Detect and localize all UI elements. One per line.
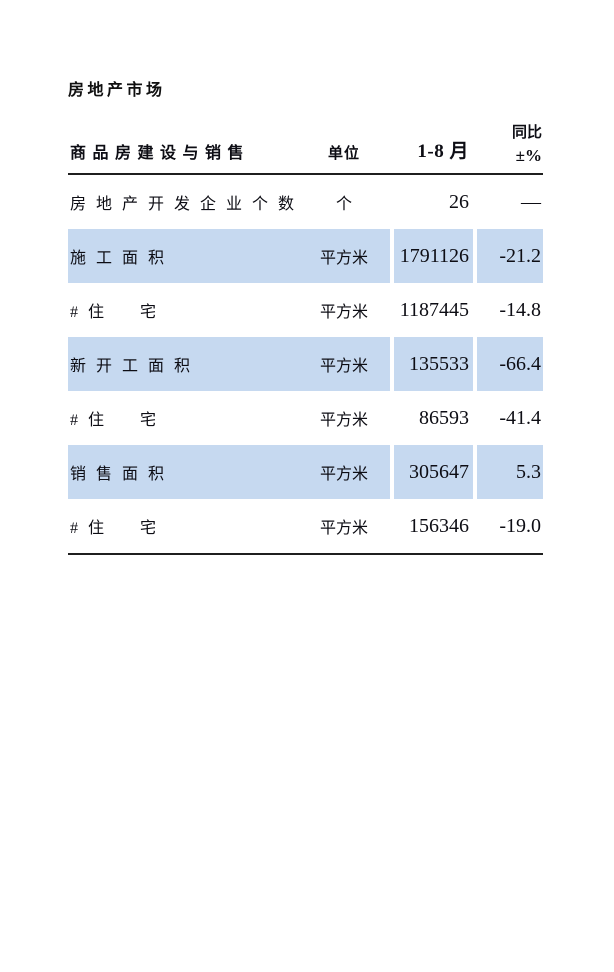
row-yoy: -41.4	[499, 406, 541, 429]
table-row: 房地产开发企业个数 个 26 —	[68, 175, 543, 229]
row-unit: 平方米	[319, 520, 368, 537]
row-value: 305647	[394, 445, 473, 499]
column-gap	[390, 229, 394, 283]
row-label: #住 宅	[70, 304, 167, 321]
column-gap	[390, 391, 394, 445]
column-gap	[390, 337, 394, 391]
column-gap	[473, 445, 477, 499]
column-gap	[473, 337, 477, 391]
column-gap	[473, 283, 477, 337]
column-gap	[473, 229, 477, 283]
row-yoy: 5.3	[477, 445, 543, 499]
column-gap	[473, 175, 477, 229]
header-yoy-line2: ±%	[515, 146, 542, 166]
column-gap	[390, 445, 394, 499]
table-row: #住 宅 平方米 1187445 -14.8	[68, 283, 543, 337]
row-yoy: -14.8	[499, 298, 541, 321]
header-yoy-line1: 同比	[511, 124, 542, 141]
row-label: #住 宅	[70, 520, 167, 537]
header-yoy: 同比 ±%	[477, 123, 543, 173]
row-yoy: -19.0	[499, 514, 541, 537]
section-title: 房地产市场	[68, 82, 166, 99]
header-period: 1-8 月	[417, 141, 469, 162]
row-label: 新开工面积	[68, 337, 298, 391]
table-row: #住 宅 平方米 156346 -19.0	[68, 499, 543, 553]
row-unit: 平方米	[298, 445, 390, 499]
row-value: 135533	[394, 337, 473, 391]
row-value: 1791126	[394, 229, 473, 283]
housing-stats-table: 商品房建设与销售 单位 1-8 月 同比 ±% 房地产开发企业个数 个 26 —…	[68, 115, 543, 555]
row-unit: 个	[335, 196, 352, 213]
column-gap	[473, 499, 477, 553]
row-value: 156346	[409, 514, 469, 537]
column-gap	[473, 391, 477, 445]
row-unit: 平方米	[298, 337, 390, 391]
table-row: 销售面积 平方米 305647 5.3	[68, 445, 543, 499]
row-yoy: —	[521, 190, 541, 213]
row-unit: 平方米	[319, 412, 368, 429]
row-yoy: -66.4	[477, 337, 543, 391]
row-label: 销售面积	[68, 445, 298, 499]
table-row: 新开工面积 平方米 135533 -66.4	[68, 337, 543, 391]
table-row: 施工面积 平方米 1791126 -21.2	[68, 229, 543, 283]
row-value: 26	[449, 190, 469, 213]
column-gap	[390, 283, 394, 337]
row-unit: 平方米	[298, 229, 390, 283]
column-gap	[390, 499, 394, 553]
row-value: 86593	[419, 406, 469, 429]
table-header-row: 商品房建设与销售 单位 1-8 月 同比 ±%	[68, 115, 543, 175]
table-row: #住 宅 平方米 86593 -41.4	[68, 391, 543, 445]
table-body: 房地产开发企业个数 个 26 — 施工面积 平方米 1791126 -21.2 …	[68, 175, 543, 555]
header-category: 商品房建设与销售	[70, 145, 251, 162]
row-label: #住 宅	[70, 412, 167, 429]
column-gap	[390, 115, 394, 173]
column-gap	[390, 175, 394, 229]
row-label: 房地产开发企业个数	[70, 196, 305, 213]
row-yoy: -21.2	[477, 229, 543, 283]
row-value: 1187445	[399, 298, 469, 321]
header-unit: 单位	[327, 146, 360, 162]
row-unit: 平方米	[319, 304, 368, 321]
row-label: 施工面积	[68, 229, 298, 283]
column-gap	[473, 115, 477, 173]
